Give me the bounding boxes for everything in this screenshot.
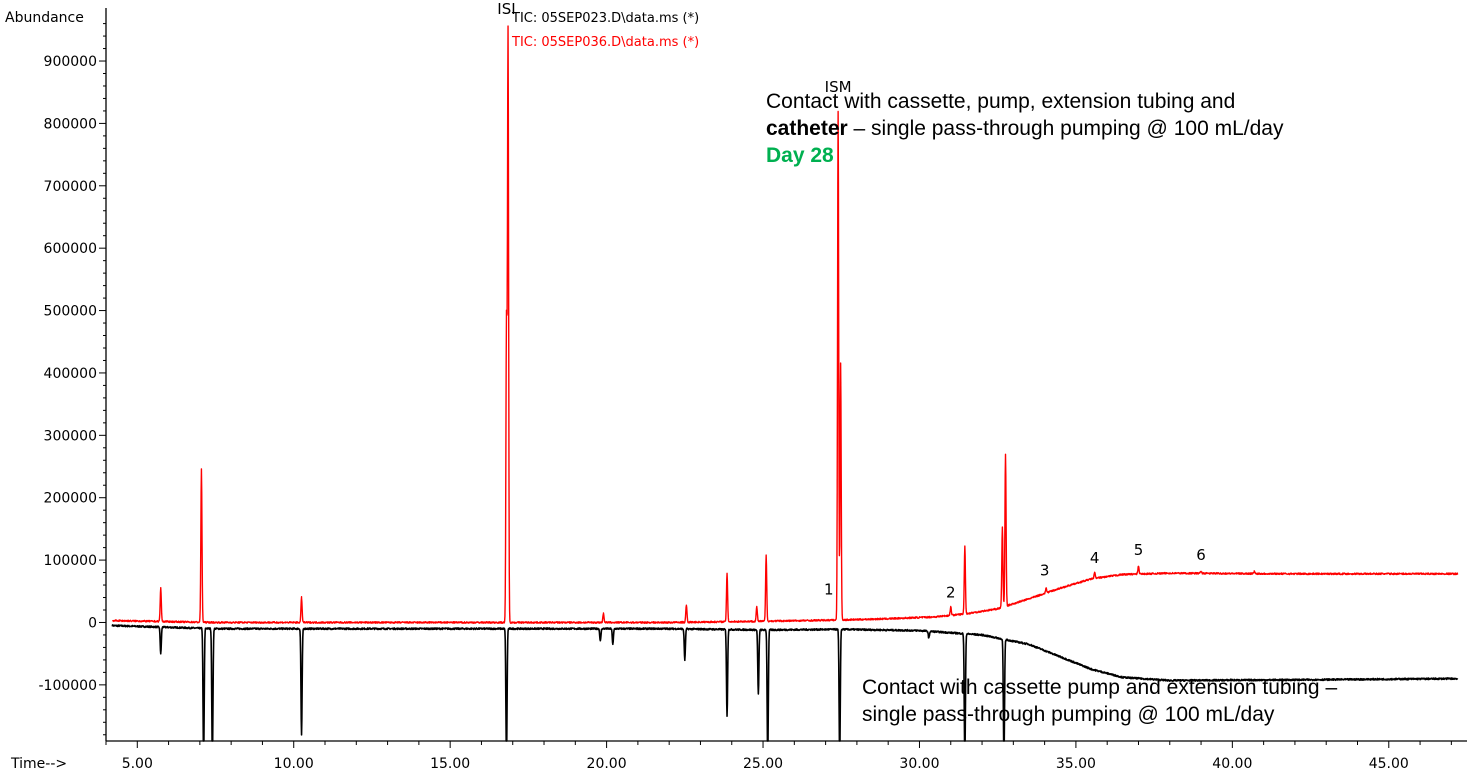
x-tick-label: 20.00 (587, 756, 627, 772)
series-black-trace (111, 624, 1459, 742)
y-tick-label: 0 (88, 615, 97, 631)
bottom-annotation: Contact with cassette pump and extension… (862, 674, 1337, 728)
top-annotation-rest: – single pass-through pumping @ 100 mL/d… (847, 117, 1284, 140)
x-tick-label: 10.00 (274, 756, 314, 772)
x-tick-label: 45.00 (1369, 756, 1409, 772)
y-tick-label: 900000 (44, 54, 97, 70)
legend-series-1: TIC: 05SEP023.D\data.ms (*) (511, 11, 699, 26)
peak-label-ISM: ISM (825, 78, 852, 96)
y-tick-label: 600000 (44, 241, 97, 257)
y-tick-label: 400000 (44, 366, 97, 382)
x-axis-title: Time--> (10, 756, 67, 772)
top-annotation-line1: Contact with cassette, pump, extension t… (766, 90, 1236, 113)
y-tick-label: 700000 (44, 179, 97, 195)
top-annotation-line2: catheter – single pass-through pumping @… (766, 115, 1283, 142)
bottom-annotation-line1: Contact with cassette pump and extension… (862, 676, 1338, 699)
y-tick-label: 500000 (44, 304, 97, 320)
x-tick-label: 30.00 (899, 756, 939, 772)
x-tick-label: 5.00 (122, 756, 153, 772)
x-tick-label: 35.00 (1056, 756, 1096, 772)
y-tick-label: 100000 (44, 553, 97, 569)
y-axis-title: Abundance (5, 10, 84, 26)
y-tick-label: 200000 (44, 491, 97, 507)
peak-label-2: 2 (946, 584, 956, 602)
axes: 900000 800000 700000 600000 500000 400000 3000… (39, 8, 1467, 772)
peak-label-5: 5 (1134, 541, 1144, 559)
x-tick-label: 40.00 (1212, 756, 1252, 772)
peak-label-3: 3 (1040, 562, 1050, 580)
peak-label-ISI: ISI (497, 0, 515, 18)
peak-label-6: 6 (1196, 546, 1206, 564)
top-annotation-day: Day 28 (766, 144, 834, 167)
series-layer (111, 25, 1459, 742)
bottom-annotation-line2: single pass-through pumping @ 100 mL/day (862, 703, 1275, 726)
legend-series-2: TIC: 05SEP036.D\data.ms (*) (511, 35, 699, 50)
y-tick-label: 800000 (44, 116, 97, 132)
peak-labels: ISI ISM 1 2 3 4 5 6 (497, 0, 1206, 601)
top-annotation: Contact with cassette, pump, extension t… (766, 88, 1283, 169)
y-tick-label: 300000 (44, 428, 97, 444)
x-tick-label: 25.00 (743, 756, 783, 772)
series-red-trace (111, 25, 1459, 624)
x-tick-label: 15.00 (430, 756, 470, 772)
peak-label-1: 1 (824, 580, 834, 598)
y-tick-label: -100000 (39, 678, 98, 694)
peak-label-4: 4 (1090, 549, 1100, 567)
top-annotation-bold: catheter (766, 117, 848, 140)
